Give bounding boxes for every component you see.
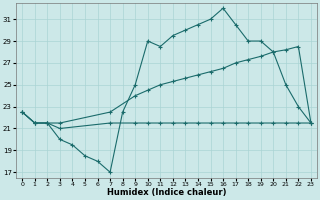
X-axis label: Humidex (Indice chaleur): Humidex (Indice chaleur) [107, 188, 226, 197]
